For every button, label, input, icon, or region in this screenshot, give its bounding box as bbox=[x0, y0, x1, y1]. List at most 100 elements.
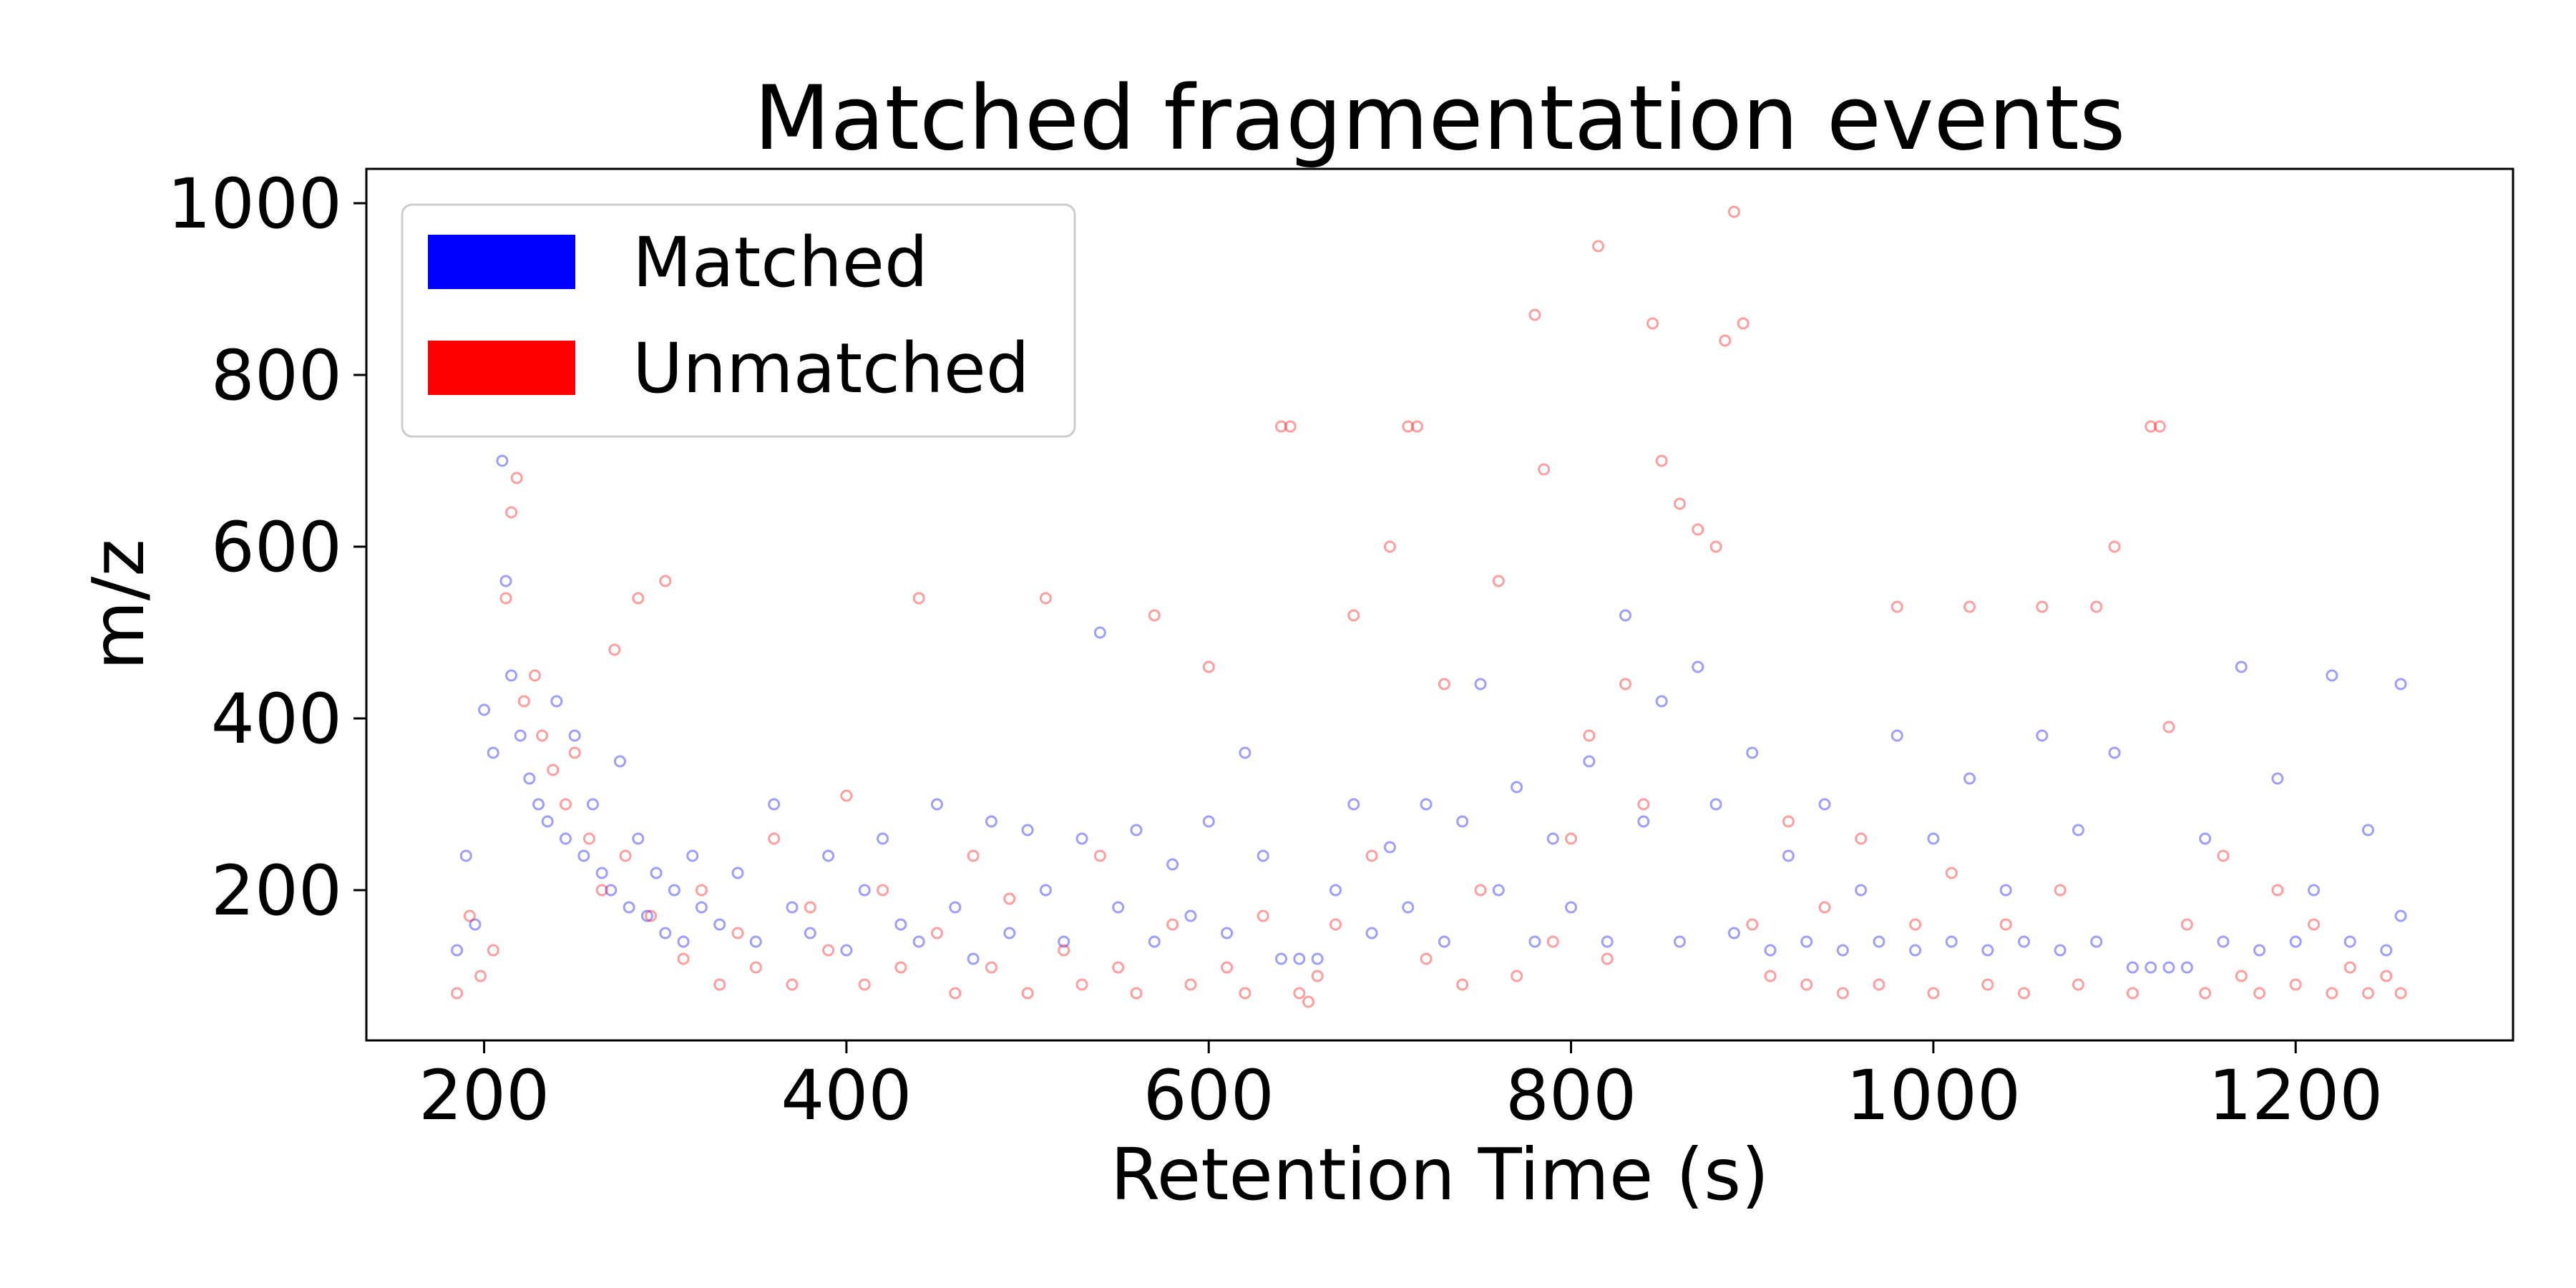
unmatched-point bbox=[731, 927, 744, 940]
matched-point bbox=[1727, 927, 1740, 940]
y-tick-label: 1000 bbox=[167, 164, 342, 244]
unmatched-point bbox=[505, 506, 518, 519]
matched-point bbox=[894, 918, 907, 931]
matched-point bbox=[1003, 927, 1016, 940]
matched-point bbox=[523, 772, 536, 785]
unmatched-point bbox=[1746, 918, 1759, 931]
unmatched-point bbox=[1655, 454, 1668, 467]
matched-point bbox=[1619, 609, 1631, 622]
unmatched-point bbox=[2380, 970, 2393, 982]
unmatched-point bbox=[1347, 609, 1360, 622]
unmatched-point bbox=[1764, 970, 1777, 982]
matched-point bbox=[550, 695, 563, 708]
unmatched-point bbox=[1873, 978, 1885, 991]
unmatched-point bbox=[2235, 970, 2248, 982]
plot-frame bbox=[365, 167, 2514, 1042]
matched-point bbox=[2180, 961, 2193, 974]
unmatched-point bbox=[1166, 918, 1179, 931]
unmatched-point bbox=[528, 669, 541, 682]
matched-point bbox=[2361, 824, 2374, 836]
matched-point bbox=[768, 798, 781, 811]
series-unmatched bbox=[451, 205, 2407, 1008]
matched-point bbox=[1311, 952, 1324, 965]
matched-point bbox=[605, 884, 618, 897]
unmatched-point bbox=[1963, 600, 1976, 613]
matched-point bbox=[1184, 909, 1197, 922]
unmatched-point bbox=[1420, 952, 1433, 965]
y-axis: 200 400 600 800 1000 bbox=[167, 164, 366, 931]
unmatched-point bbox=[568, 746, 581, 759]
unmatched-point bbox=[644, 909, 657, 922]
unmatched-point bbox=[1565, 832, 1578, 845]
matched-point bbox=[640, 909, 653, 922]
matched-point bbox=[2217, 935, 2230, 948]
matched-point bbox=[2326, 669, 2338, 682]
unmatched-point bbox=[1039, 592, 1052, 605]
unmatched-point bbox=[1293, 987, 1306, 1000]
matched-point bbox=[1293, 952, 1306, 965]
matched-point bbox=[1873, 935, 1885, 948]
unmatched-point bbox=[1202, 660, 1215, 673]
matched-point bbox=[930, 798, 943, 811]
matched-point bbox=[2054, 944, 2067, 957]
unmatched-point bbox=[1818, 901, 1831, 914]
matched-point bbox=[822, 849, 835, 862]
matched-point bbox=[2072, 824, 2084, 836]
matched-point bbox=[469, 918, 482, 931]
matched-point bbox=[1021, 824, 1034, 836]
unmatched-point bbox=[2361, 987, 2374, 1000]
unmatched-point bbox=[582, 832, 595, 845]
matched-point bbox=[2308, 884, 2321, 897]
matched-point bbox=[595, 867, 608, 879]
matched-point bbox=[2090, 935, 2103, 948]
matched-point bbox=[496, 454, 509, 467]
matched-point bbox=[1963, 772, 1976, 785]
x-tick-label: 200 bbox=[419, 1055, 550, 1136]
unmatched-point bbox=[2326, 987, 2338, 1000]
matched-point bbox=[613, 755, 626, 768]
matched-point bbox=[1855, 884, 1868, 897]
unmatched-point bbox=[1538, 463, 1551, 476]
unmatched-point bbox=[2145, 420, 2157, 433]
unmatched-point bbox=[1583, 729, 1596, 742]
unmatched-point bbox=[804, 901, 816, 914]
matched-point bbox=[912, 935, 925, 948]
unmatched-point bbox=[1999, 918, 2012, 931]
unmatched-point bbox=[1646, 317, 1659, 330]
matched-point bbox=[1474, 678, 1487, 691]
matched-point bbox=[677, 935, 690, 948]
x-tick-label: 1000 bbox=[1846, 1055, 2021, 1136]
matched-point bbox=[1528, 935, 1541, 948]
unmatched-point bbox=[1284, 420, 1297, 433]
matched-point bbox=[459, 849, 472, 862]
legend-swatch-matched bbox=[428, 235, 575, 289]
matched-point bbox=[650, 867, 663, 879]
unmatched-point bbox=[2108, 540, 2121, 553]
unmatched-point bbox=[2271, 884, 2284, 897]
unmatched-point bbox=[1474, 884, 1487, 897]
unmatched-point bbox=[1365, 849, 1378, 862]
x-axis: 200 400 600 800 1000 1200 bbox=[419, 1040, 2383, 1136]
chart-title: Matched fragmentation events bbox=[753, 67, 2125, 170]
unmatched-point bbox=[1909, 918, 1922, 931]
unmatched-point bbox=[619, 849, 632, 862]
unmatched-point bbox=[2217, 849, 2230, 862]
matched-point bbox=[1746, 746, 1759, 759]
matched-point bbox=[1058, 935, 1070, 948]
unmatched-point bbox=[2289, 978, 2302, 991]
matched-point bbox=[478, 703, 491, 716]
matched-point bbox=[2199, 832, 2212, 845]
matched-point bbox=[1148, 935, 1161, 948]
matched-point bbox=[1239, 746, 1252, 759]
matched-point bbox=[2271, 772, 2284, 785]
unmatched-point bbox=[1130, 987, 1143, 1000]
matched-point bbox=[686, 849, 699, 862]
matched-point bbox=[2394, 909, 2407, 922]
matched-point bbox=[586, 798, 599, 811]
matched-point bbox=[1492, 884, 1505, 897]
unmatched-point bbox=[1003, 892, 1016, 905]
matched-point bbox=[1438, 935, 1450, 948]
unmatched-point bbox=[695, 884, 708, 897]
unmatched-point bbox=[463, 909, 476, 922]
matched-point bbox=[877, 832, 889, 845]
